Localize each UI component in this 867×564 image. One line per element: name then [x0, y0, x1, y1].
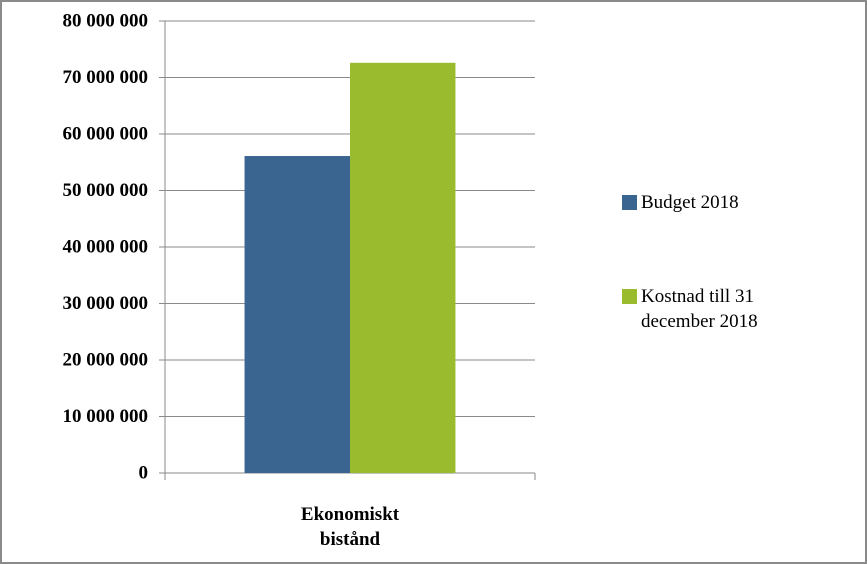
x-tick-label: Ekonomiskt bistånd: [300, 504, 400, 550]
legend-swatch: [622, 289, 637, 304]
y-tick-label: 70 000 000: [63, 67, 149, 88]
y-tick-label: 40 000 000: [63, 236, 149, 257]
y-tick-label: 80 000 000: [63, 10, 149, 31]
y-tick-label: 30 000 000: [63, 293, 149, 314]
y-tick-label: 60 000 000: [63, 123, 149, 144]
bar: [244, 156, 350, 473]
chart: 0 10 000 000 20 000 000 30 000 000 40 000 00…: [63, 10, 637, 483]
legend-label: Budget 2018: [641, 192, 739, 213]
y-tick-label: 0: [139, 462, 149, 483]
legend-swatch: [622, 195, 637, 210]
y-tick-label: 10 000 000: [63, 406, 149, 427]
y-tick-label: 20 000 000: [63, 349, 149, 370]
legend-label: Kostnad till 31 december 2018: [641, 286, 758, 332]
bar: [350, 62, 456, 474]
y-tick-label: 50 000 000: [63, 180, 149, 201]
